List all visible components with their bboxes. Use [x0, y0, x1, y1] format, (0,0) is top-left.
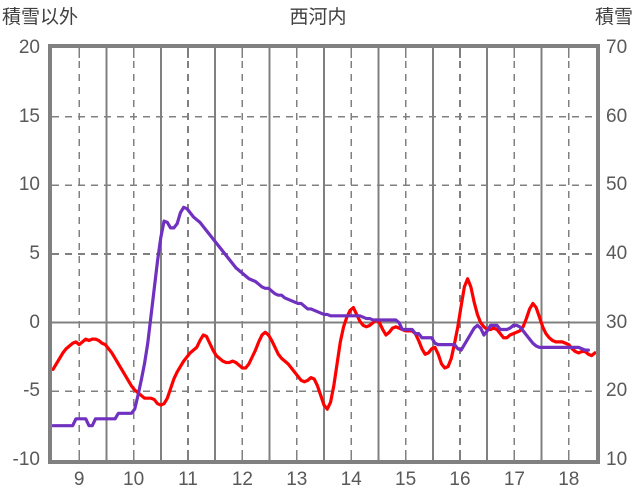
x-axis-tick-label: 11 [178, 469, 198, 490]
left-axis-title: 積雪以外 [2, 7, 79, 28]
x-axis-tick-label: 16 [449, 469, 471, 490]
y-axis-right-tick-label: 50 [606, 174, 628, 196]
plot-svg [52, 48, 596, 460]
y-axis-left-tick-label: 10 [18, 174, 40, 196]
y-axis-left-tick-label: -10 [12, 449, 40, 470]
y-axis-right-tick-label: 30 [606, 311, 628, 333]
x-axis-tick-label: 12 [231, 469, 253, 490]
x-axis-tick-label: 14 [340, 469, 362, 490]
y-axis-right-tick-label: 20 [606, 380, 628, 402]
y-axis-left-tick-label: 15 [18, 105, 40, 127]
x-axis-tick-label: 13 [286, 469, 308, 490]
x-axis-tick-label: 17 [503, 469, 525, 490]
y-axis-right-tick-label: 70 [606, 37, 628, 58]
plot-inner [52, 48, 596, 460]
right-axis-title: 積雪 [594, 7, 633, 28]
y-axis-right-tick-label: 10 [606, 449, 628, 470]
series-line-2 [52, 205, 590, 428]
x-axis-tick-label: 15 [395, 469, 417, 490]
x-axis-tick-label: 10 [123, 469, 145, 490]
x-axis-tick-label: 18 [558, 469, 580, 490]
y-axis-left-tick-label: 5 [29, 243, 40, 264]
y-axis-right-tick-label: 40 [606, 243, 628, 264]
y-axis-left-tick-label: 20 [18, 37, 40, 58]
series-line-1 [52, 277, 596, 411]
page-title: 西河内 [289, 7, 347, 28]
y-axis-right-tick-label: 60 [606, 105, 628, 127]
y-axis-left-tick-label: 0 [29, 311, 40, 333]
y-axis-left-tick-label: -5 [23, 380, 40, 402]
x-axis-tick-label: 9 [73, 469, 85, 490]
plot-area [48, 44, 600, 464]
